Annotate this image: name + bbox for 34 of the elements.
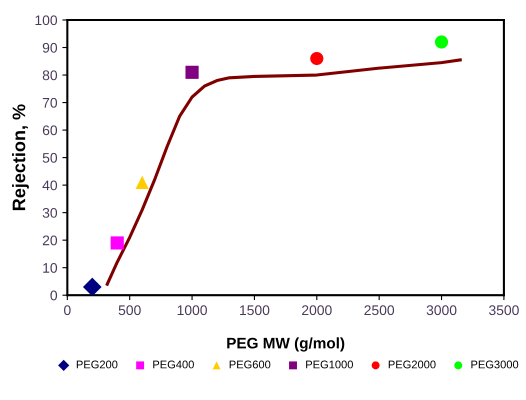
point	[136, 176, 149, 189]
y-tick-label: 80	[42, 70, 58, 80]
x-tick-label: 3000	[426, 305, 456, 316]
y-tick-label: 90	[42, 42, 58, 53]
x-tick-label: 500	[118, 305, 141, 316]
line-series	[106, 58, 462, 286]
x-tick-label: 1500	[240, 305, 270, 316]
legend-label: PEG600	[230, 360, 270, 368]
point	[82, 278, 102, 296]
y-axis-title: Rejection, %	[12, 104, 29, 210]
point	[434, 35, 448, 49]
y-tick-label: 70	[42, 98, 58, 108]
y-tick-label: 40	[42, 180, 58, 190]
legend-label: PEG400	[153, 360, 194, 368]
point	[110, 236, 124, 250]
y-tick-label: 20	[42, 235, 58, 246]
y-tick-label: 100	[35, 15, 58, 26]
x-tick-label: 2000	[302, 305, 332, 316]
legend-label: PEG3000	[471, 360, 518, 368]
x-tick-label: 1000	[178, 305, 207, 316]
y-tick-label: 60	[42, 125, 58, 136]
x-tick-label: 0	[64, 305, 71, 316]
x-tick-label: 3500	[488, 305, 519, 316]
x-tick-label: 2500	[364, 305, 394, 316]
point	[310, 52, 324, 66]
y-tick-label: 0	[50, 290, 58, 300]
y-tick-label: 50	[42, 152, 58, 163]
legend-label: PEG2000	[388, 360, 436, 368]
y-tick-label: 10	[43, 263, 58, 273]
y-tick-label: 30	[42, 208, 58, 218]
point	[185, 66, 199, 79]
x-axis-title: PEG MW (g/mol)	[227, 337, 344, 352]
legend-label: PEG1000	[306, 360, 353, 368]
legend-label: PEG200	[76, 360, 118, 368]
